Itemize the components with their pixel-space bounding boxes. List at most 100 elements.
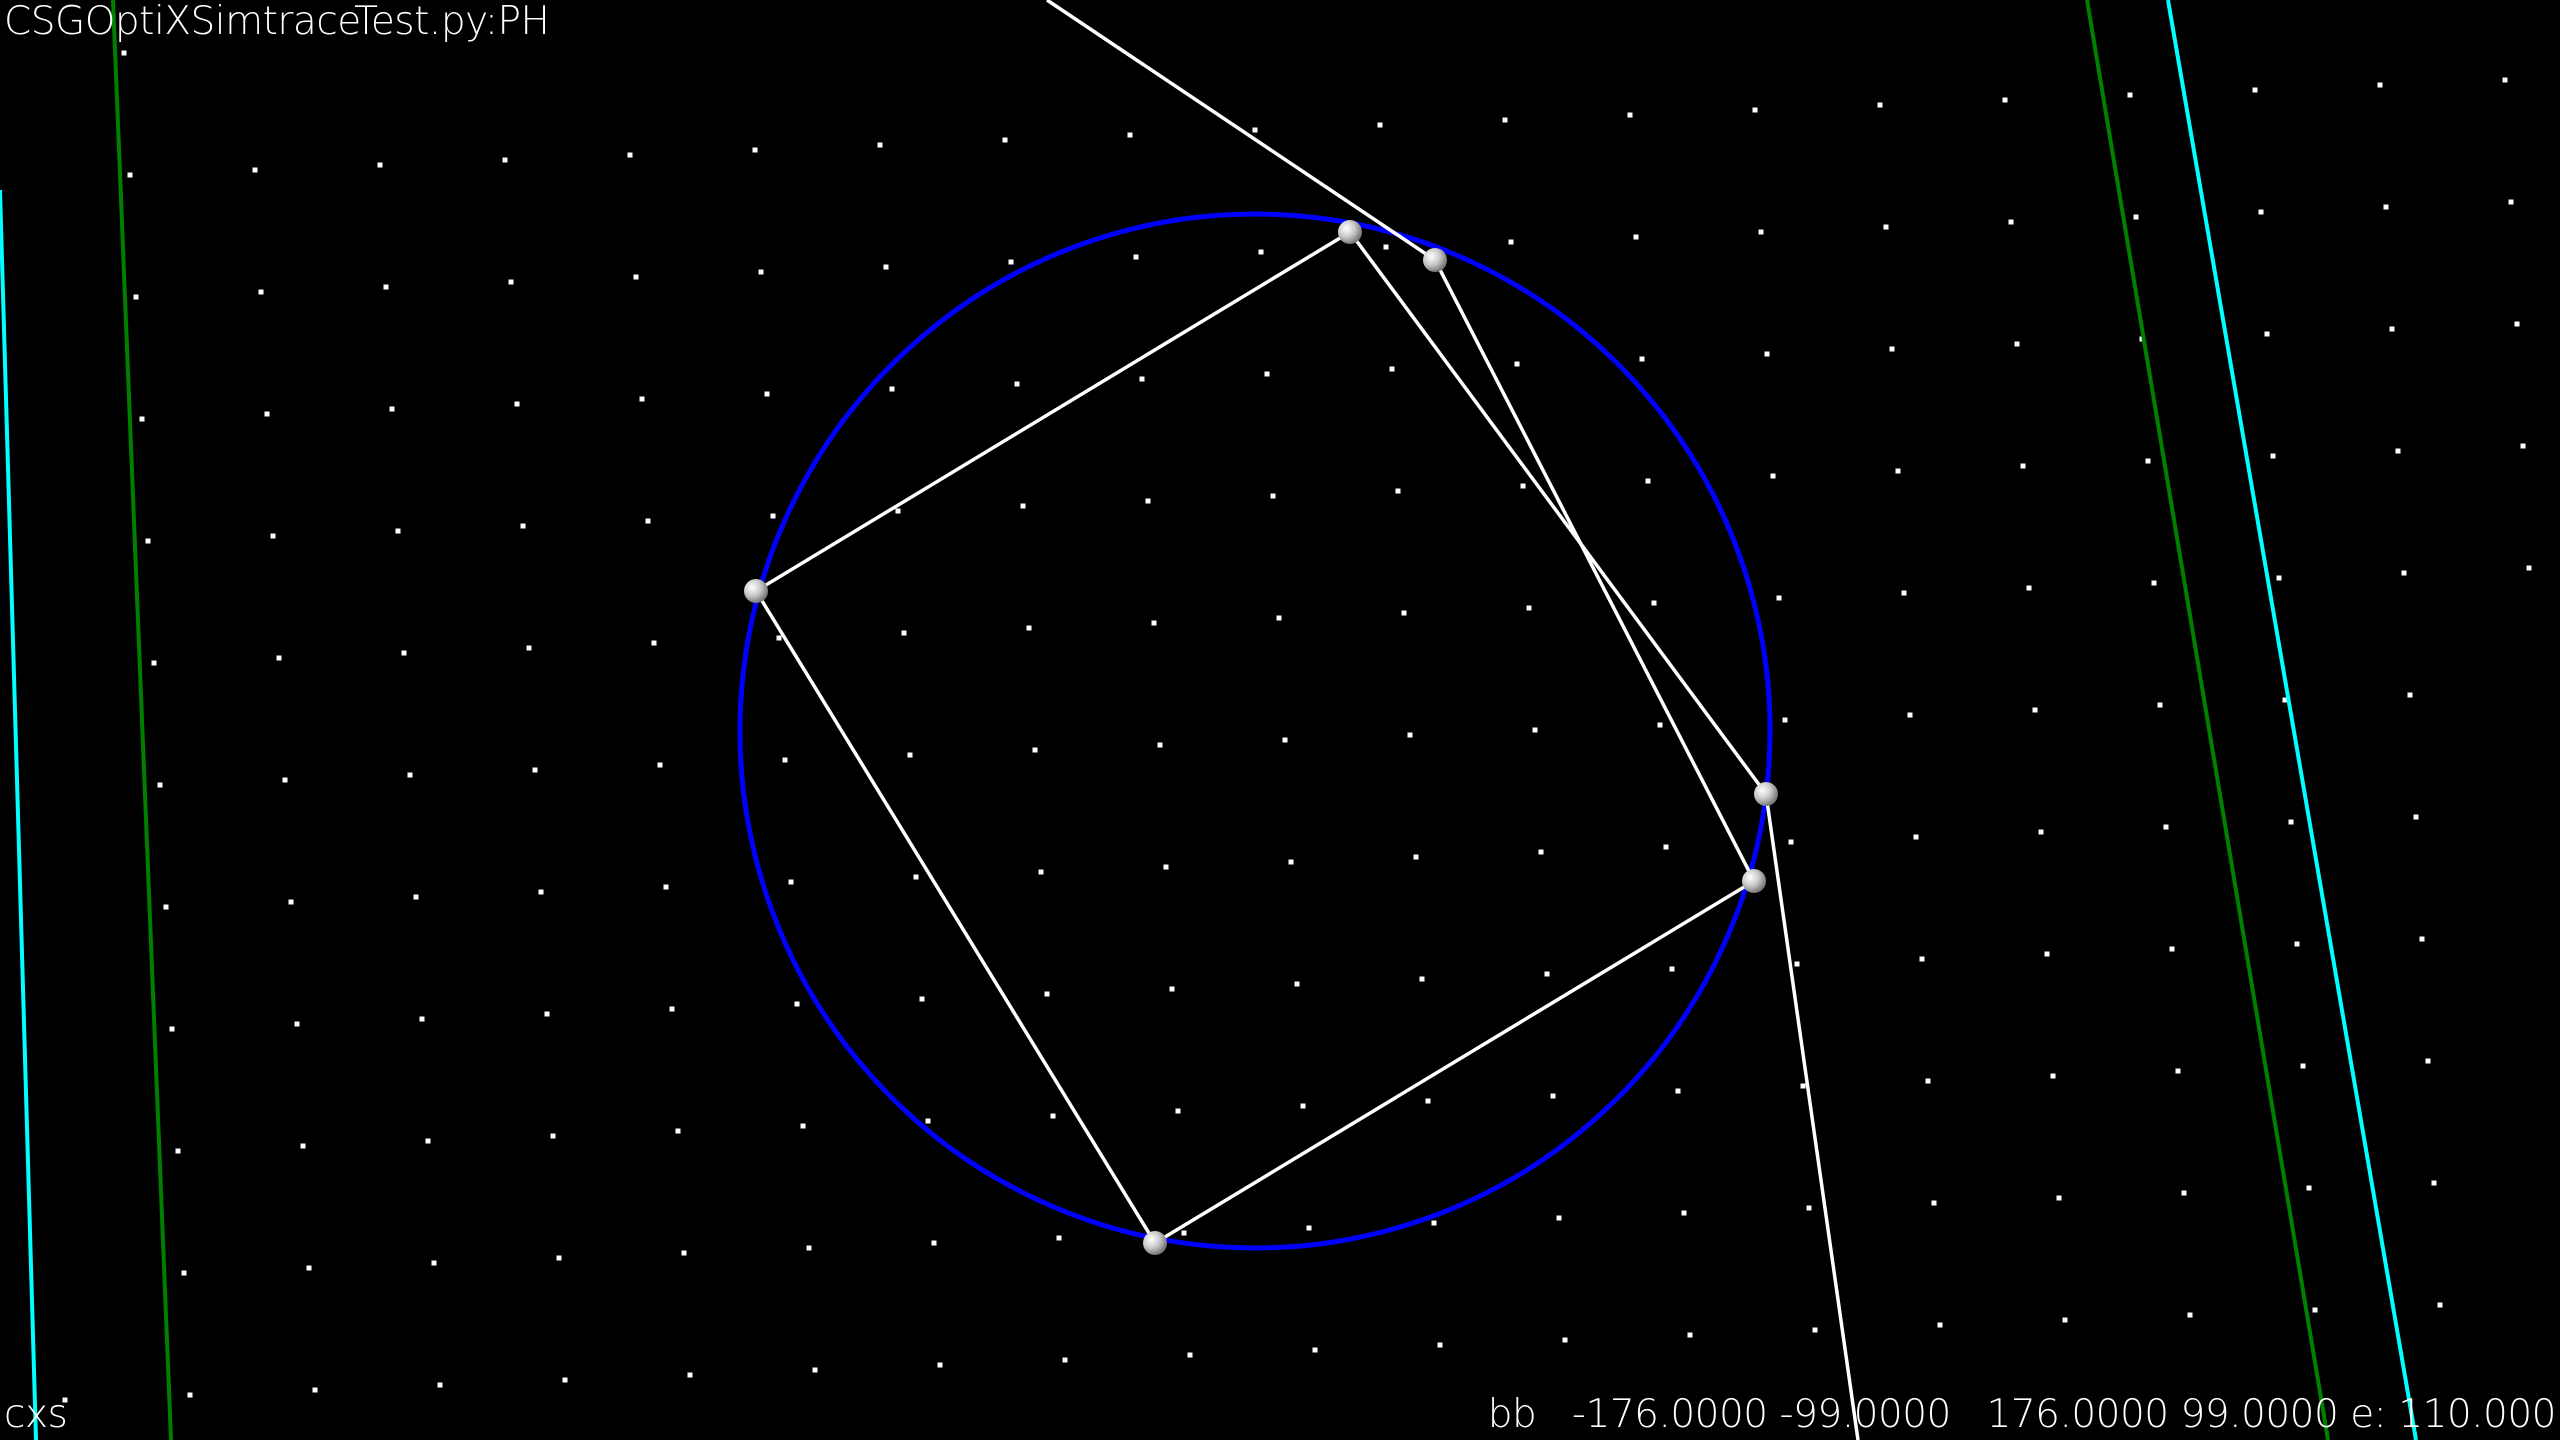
grid-point — [1163, 864, 1169, 870]
grid-point — [1663, 844, 1669, 850]
grid-point — [1681, 1210, 1687, 1216]
bbox-readout: bb -176.0000 -99.0000 176.0000 99.0000 e… — [1487, 1392, 2557, 1437]
grid-point — [383, 284, 389, 290]
grid-point — [2062, 1317, 2068, 1323]
grid-point — [181, 1270, 187, 1276]
grid-point — [2520, 443, 2526, 449]
grid-point — [431, 1260, 437, 1266]
grid-point — [502, 157, 508, 163]
grid-point — [782, 757, 788, 763]
grid-point — [312, 1387, 318, 1393]
cyan-boundary-line-right — [2166, 0, 2418, 1440]
intersection-marker — [1338, 220, 1362, 244]
grid-point — [2038, 829, 2044, 835]
grid-point — [1062, 1357, 1068, 1363]
grid-point — [1639, 356, 1645, 362]
grid-point — [2425, 1058, 2431, 1064]
grid-point — [1645, 478, 1651, 484]
grid-point — [639, 396, 645, 402]
grid-point — [1532, 727, 1538, 733]
grid-point — [2413, 814, 2419, 820]
grid-point — [883, 264, 889, 270]
grid-point — [1306, 1225, 1312, 1231]
grid-point — [1437, 1342, 1443, 1348]
grid-point — [1687, 1332, 1693, 1338]
grid-point — [377, 162, 383, 168]
grid-point — [1788, 839, 1794, 845]
grid-point — [2264, 331, 2270, 337]
grid-point — [395, 528, 401, 534]
grid-point — [1919, 956, 1925, 962]
grid-point — [2127, 92, 2133, 98]
green-boundary-line-right — [2085, 0, 2330, 1440]
grid-point — [1925, 1078, 1931, 1084]
grid-point — [937, 1362, 943, 1368]
grid-point — [2133, 214, 2139, 220]
grid-point — [1508, 239, 1514, 245]
grid-point — [776, 635, 782, 641]
grid-point — [794, 1001, 800, 1007]
grid-point — [1151, 620, 1157, 626]
grid-point — [901, 630, 907, 636]
grid-point — [175, 1148, 181, 1154]
grid-point — [2306, 1185, 2312, 1191]
grid-point — [764, 391, 770, 397]
grid-point — [1514, 361, 1520, 367]
grid-point — [800, 1123, 806, 1129]
grid-point — [2401, 570, 2407, 576]
genstep-grid-points — [62, 50, 2532, 1403]
grid-point — [1550, 1093, 1556, 1099]
grid-point — [1181, 1230, 1187, 1236]
grid-point — [2300, 1063, 2306, 1069]
grid-point — [2395, 448, 2401, 454]
grid-point — [300, 1143, 306, 1149]
grid-point — [276, 655, 282, 661]
grid-point — [514, 401, 520, 407]
grid-point — [133, 294, 139, 300]
grid-point — [2407, 692, 2413, 698]
cyan-boundary-line-left — [0, 189, 38, 1440]
grid-point — [1556, 1215, 1562, 1221]
grid-point — [1175, 1108, 1181, 1114]
grid-point — [645, 518, 651, 524]
grid-point — [2020, 463, 2026, 469]
grid-point — [306, 1265, 312, 1271]
grid-point — [1770, 473, 1776, 479]
grid-point — [139, 416, 145, 422]
grid-point — [1520, 483, 1526, 489]
grid-point — [425, 1138, 431, 1144]
grid-point — [2431, 1180, 2437, 1186]
grid-point — [1776, 595, 1782, 601]
grid-point — [1657, 722, 1663, 728]
grid-point — [788, 879, 794, 885]
grid-point — [1419, 976, 1425, 982]
grid-point — [1782, 717, 1788, 723]
grid-point — [919, 996, 925, 1002]
grid-point — [770, 513, 776, 519]
grid-point — [1812, 1327, 1818, 1333]
grid-point — [1937, 1322, 1943, 1328]
grid-point — [252, 167, 258, 173]
grid-point — [1526, 605, 1532, 611]
grid-point — [1288, 859, 1294, 865]
grid-point — [681, 1250, 687, 1256]
grid-point — [169, 1026, 175, 1032]
grid-point — [1133, 254, 1139, 260]
grid-point — [1425, 1098, 1431, 1104]
grid-point — [1395, 488, 1401, 494]
grid-point — [1907, 712, 1913, 718]
grid-point — [2514, 321, 2520, 327]
grid-point — [1669, 966, 1675, 972]
grid-point — [1502, 117, 1508, 123]
grid-point — [1282, 737, 1288, 743]
grid-point — [675, 1128, 681, 1134]
grid-point — [1431, 1220, 1437, 1226]
grid-point — [1187, 1352, 1193, 1358]
grid-point — [889, 386, 895, 392]
grid-point — [437, 1382, 443, 1388]
grid-point — [288, 899, 294, 905]
grid-point — [1913, 834, 1919, 840]
grid-point — [1633, 234, 1639, 240]
grid-point — [508, 279, 514, 285]
